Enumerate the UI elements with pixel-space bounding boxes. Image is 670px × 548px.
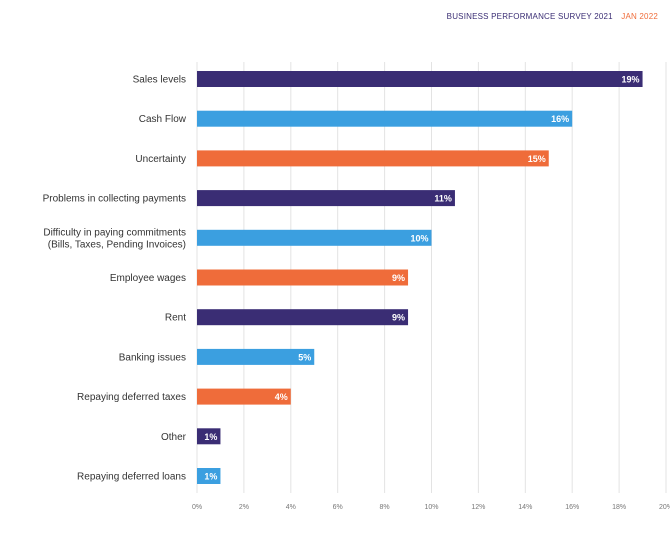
x-tick-label: 18% (612, 504, 626, 511)
bar (197, 428, 221, 445)
chart-header: BUSINESS PERFORMANCE SURVEY 2021 JAN 202… (447, 12, 658, 21)
value-label: 9% (392, 273, 405, 283)
category-label: Cash Flow (139, 114, 187, 125)
value-label: 19% (622, 75, 640, 85)
x-tick-label: 12% (471, 504, 485, 511)
category-label: Repaying deferred taxes (77, 392, 186, 403)
category-label: Employee wages (110, 273, 186, 284)
value-label: 1% (204, 472, 217, 482)
bar (197, 468, 221, 484)
value-label: 5% (298, 352, 311, 362)
survey-date: JAN 2022 (621, 12, 658, 21)
category-label: Difficulty in paying commitments (43, 227, 186, 238)
bar (197, 229, 432, 246)
category-label: Rent (165, 313, 186, 324)
category-label: Banking issues (119, 352, 186, 363)
bar (197, 150, 549, 167)
x-tick-label: 6% (333, 504, 343, 511)
x-tick-label: 0% (192, 504, 202, 511)
value-label: 10% (410, 233, 428, 243)
value-label: 16% (551, 114, 569, 124)
category-label: Other (161, 432, 187, 443)
x-tick-label: 20% (659, 504, 670, 511)
value-label: 15% (528, 154, 546, 164)
category-label: Uncertainty (135, 154, 186, 165)
x-tick-label: 4% (286, 504, 296, 511)
category-label: Problems in collecting payments (43, 194, 186, 205)
value-label: 11% (434, 194, 452, 204)
x-tick-label: 14% (518, 504, 532, 511)
value-label: 4% (275, 392, 288, 402)
category-label: Repaying deferred loans (77, 472, 186, 483)
x-tick-label: 16% (565, 504, 579, 511)
bar (197, 71, 643, 87)
bar (197, 190, 455, 207)
survey-title: BUSINESS PERFORMANCE SURVEY 2021 (446, 12, 613, 21)
bar (197, 388, 291, 405)
bar (197, 110, 573, 127)
bar (197, 269, 409, 286)
bar (197, 348, 315, 365)
value-label: 1% (204, 432, 217, 442)
bar (197, 309, 409, 326)
category-label: Sales levels (133, 75, 186, 86)
category-label: (Bills, Taxes, Pending Invoices) (48, 239, 186, 250)
x-tick-label: 10% (424, 504, 438, 511)
x-tick-label: 8% (380, 504, 390, 511)
x-tick-label: 2% (239, 504, 249, 511)
value-label: 9% (392, 313, 405, 323)
